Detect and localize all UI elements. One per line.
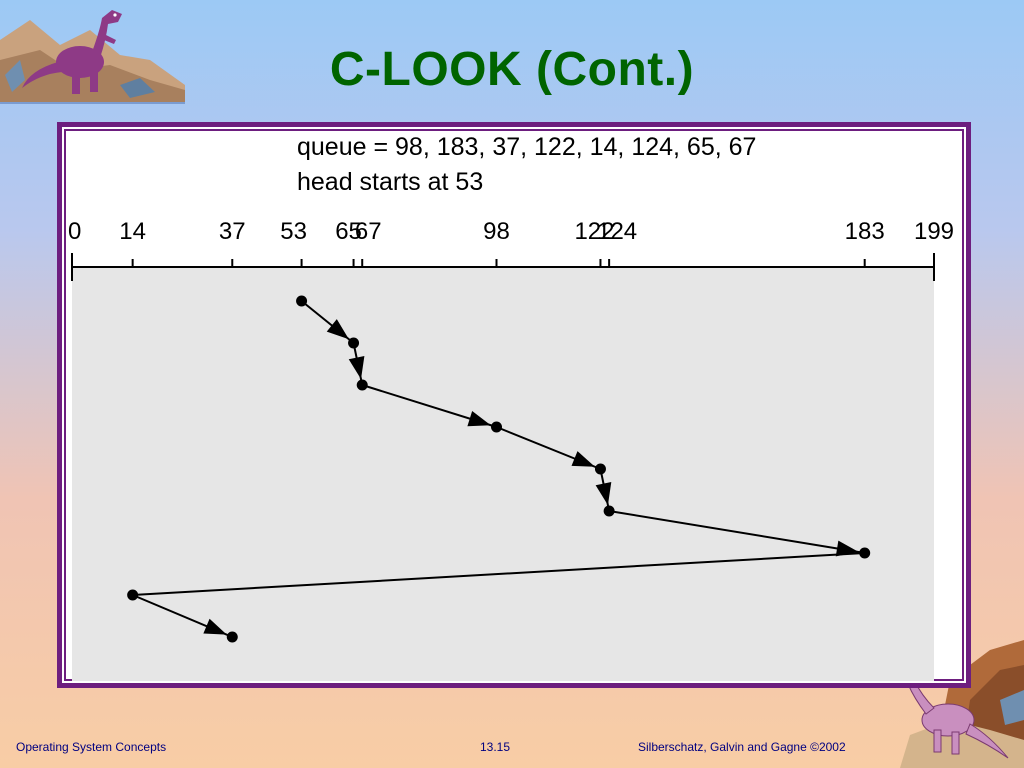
clook-diagram: queue = 98, 183, 37, 122, 14, 124, 65, 6…	[68, 133, 954, 681]
path-point-122	[594, 463, 606, 475]
footer-slide-number: 13.15	[480, 740, 511, 754]
axis-tick-label-124: 124	[597, 218, 637, 245]
queue-text: queue = 98, 183, 37, 122, 14, 124, 65, 6…	[297, 133, 756, 161]
path-point-65	[348, 337, 360, 349]
head-movement-path	[127, 295, 871, 643]
path-arrowhead-1	[348, 355, 365, 380]
plot-background	[72, 267, 934, 681]
axis-tick-label-37: 37	[219, 218, 246, 245]
axis-tick-label-0: 0	[68, 218, 81, 245]
path-arrowhead-3	[571, 451, 595, 467]
path-point-124	[603, 505, 615, 517]
path-point-53	[296, 295, 308, 307]
path-point-14	[127, 589, 139, 601]
path-point-67	[356, 379, 368, 391]
axis-tick-label-67: 67	[355, 218, 382, 245]
path-point-98	[491, 421, 503, 433]
axis-tick-label-98: 98	[483, 218, 510, 245]
path-arrowhead-7	[203, 618, 227, 635]
axis-tick-label-14: 14	[119, 218, 146, 245]
axis-tick-label-65: 65	[335, 218, 362, 245]
footer-copyright: Silberschatz, Galvin and Gagne ©2002	[638, 740, 846, 754]
slide-title: C-LOOK (Cont.)	[329, 43, 695, 96]
axis-tick-label-53: 53	[280, 218, 307, 245]
path-segment-6	[132, 552, 865, 596]
path-point-37	[226, 631, 238, 643]
footer-course-title: Operating System Concepts	[16, 740, 167, 754]
axis-tick-label-183: 183	[845, 218, 885, 245]
path-point-183	[859, 547, 871, 559]
dinosaur-logo-top	[0, 10, 185, 104]
path-arrowhead-2	[467, 411, 491, 427]
axis-tick-label-199: 199	[914, 218, 954, 245]
dinosaur-logo-bottom	[900, 640, 1024, 768]
path-segment-5	[608, 510, 865, 554]
path-arrowhead-0	[326, 319, 349, 340]
head-start-text: head starts at 53	[297, 168, 483, 196]
axis-tick-label-122: 122	[574, 218, 614, 245]
path-arrowhead-5	[835, 540, 859, 557]
clook-diagram-frame: queue = 98, 183, 37, 122, 14, 124, 65, 6…	[57, 122, 971, 688]
path-arrowhead-4	[595, 481, 612, 506]
